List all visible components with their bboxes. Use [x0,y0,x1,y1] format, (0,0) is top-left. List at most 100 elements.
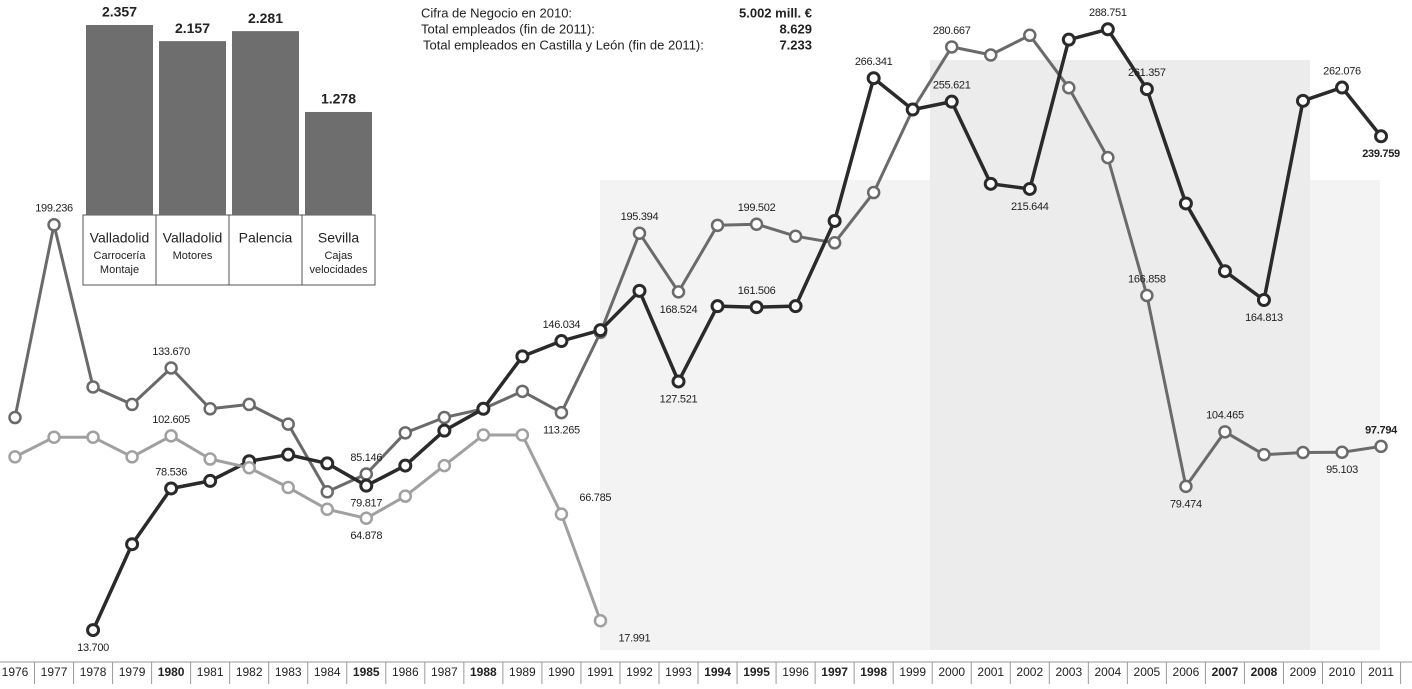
data-point [281,417,295,431]
data-label: 146.034 [543,319,581,331]
x-tick-label: 2008 [1251,665,1278,679]
data-point [554,507,569,521]
data-label: 168.524 [660,304,698,316]
info-label: Total empleados en Castilla y León (fin … [423,37,704,52]
data-point [398,489,413,503]
data-label: 2.157 [175,20,210,36]
data-point [515,428,530,442]
data-point [476,401,491,416]
data-point [359,511,374,526]
info-bg [418,22,816,38]
data-point [164,429,178,443]
data-point [1100,22,1115,37]
info-label: Cifra de Negocio en 2010: [421,5,572,20]
data-point [281,447,296,462]
x-tick-label: 2000 [938,665,965,679]
data-point [554,405,569,420]
x-tick-label: 2002 [1016,665,1043,679]
data-point [1179,479,1193,494]
data-point [710,218,725,233]
data-point [788,229,803,243]
x-tick-label: 2003 [1055,665,1082,679]
data-point [320,485,334,499]
data-label: 66.785 [579,492,611,504]
info-value: 5.002 mill. € [739,5,812,20]
data-point [944,94,959,109]
data-point [788,299,803,314]
x-tick-label: 1990 [548,665,575,679]
data-point [8,410,22,425]
bar [305,111,372,215]
data-point [866,185,881,200]
data-point [86,623,101,638]
x-tick-label: 1995 [743,665,770,679]
data-point [1217,264,1232,279]
data-label: 262.076 [1323,65,1361,77]
data-point [164,361,178,375]
data-point [827,236,842,250]
data-label: 13.700 [77,642,109,654]
x-tick-label: 1992 [626,665,653,679]
data-point [242,461,256,475]
x-tick-sublabel: Carrocería [94,250,147,262]
data-point [1296,445,1310,460]
info-bg [418,38,816,54]
series-line [14,433,602,622]
data-label: 85.146 [350,452,382,464]
x-tick-label: 2011 [1368,665,1394,679]
data-point [1335,80,1350,95]
data-point [125,397,139,412]
data-label: 102.605 [152,414,190,426]
data-point [515,349,530,364]
data-point [320,456,335,471]
x-tick-label: 1976 [2,665,29,679]
data-point [593,613,608,628]
x-tick-label: 2001 [977,665,1004,679]
data-point [1178,196,1193,211]
data-label: 215.644 [1011,201,1049,213]
x-tick-label: Sevilla [318,230,359,246]
x-tick-label: 2006 [1173,665,1200,679]
x-tick-label: 1999 [899,665,926,679]
data-point [47,218,61,232]
bar [159,41,226,216]
data-point [1140,288,1154,303]
x-tick-label: 2009 [1290,665,1317,679]
x-tick-label: Valladolid [163,230,223,246]
data-label: 166.858 [1128,273,1166,285]
data-point [749,300,764,315]
x-tick-label: 1984 [314,665,341,679]
x-tick-label: 1978 [80,665,107,679]
data-point [632,226,647,240]
x-tick-label: 1983 [275,665,302,679]
x-tick-label: 1981 [197,665,224,679]
info-bg [418,6,816,22]
data-label: 95.103 [1326,464,1358,476]
series-line [91,27,1383,631]
data-point [1139,82,1154,97]
x-tick-label: 1991 [587,665,614,679]
data-point [359,478,374,493]
data-label: 104.465 [1206,410,1244,422]
data-point [1218,425,1232,439]
data-label: 266.341 [855,56,893,68]
info-value: 7.233 [779,37,812,52]
data-point [398,458,413,473]
info-value: 8.629 [779,21,812,36]
data-label: 64.878 [350,530,382,542]
x-tick-label: 1997 [821,665,848,679]
x-tick-label: 2005 [1134,665,1161,679]
data-point [1256,292,1271,307]
x-tick-sublabel: Montaje [100,264,139,276]
data-point [1023,28,1037,43]
x-tick-label: 1989 [509,665,536,679]
data-point [1335,445,1349,460]
data-point [632,283,647,298]
data-point [905,102,920,117]
bar [232,31,299,215]
data-label: 78.536 [155,466,187,478]
background-photo [930,60,1310,650]
data-point [203,402,217,416]
x-tick-sublabel: Motores [173,250,213,262]
